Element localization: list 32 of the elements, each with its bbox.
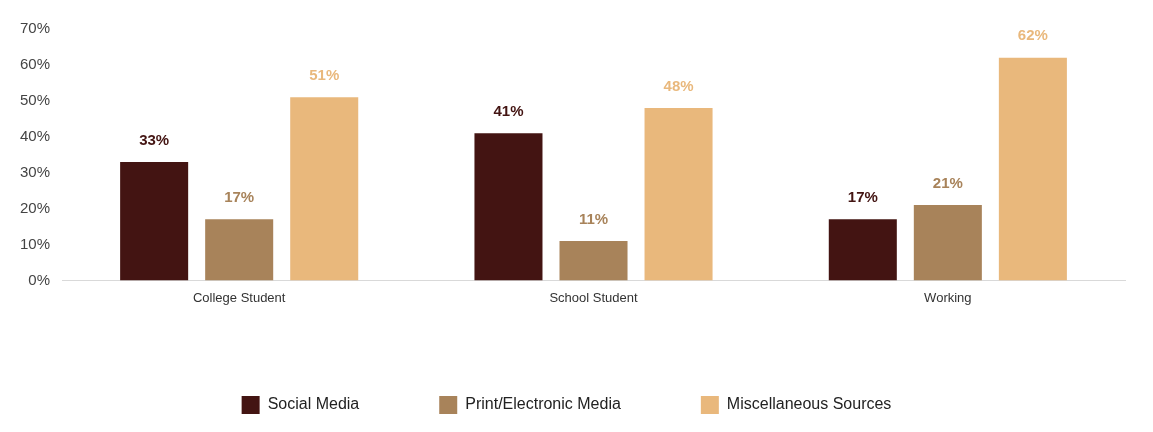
bar [120, 161, 189, 281]
x-tick-label: College Student [192, 289, 286, 305]
y-tick-label: 40% [19, 126, 51, 144]
bar [559, 240, 628, 281]
legend-label: Miscellaneous Sources [726, 395, 892, 413]
data-label: 51% [309, 65, 340, 83]
bar [474, 133, 543, 281]
y-tick-label: 30% [19, 162, 51, 180]
bar [828, 219, 897, 281]
data-label: 62% [1017, 26, 1048, 44]
data-label: 48% [663, 76, 694, 94]
x-tick-label: School Student [549, 289, 638, 305]
bar [913, 204, 982, 281]
y-tick-label: 20% [19, 198, 51, 216]
x-tick-label: Working [924, 289, 972, 305]
y-tick-label: 0% [28, 270, 51, 288]
y-tick-label: 60% [19, 55, 51, 73]
data-label: 11% [578, 209, 609, 227]
data-label: 17% [224, 187, 255, 205]
data-label: 17% [847, 187, 878, 205]
data-label: 21% [932, 173, 963, 191]
legend-label: Social Media [267, 395, 360, 413]
y-tick-label: 70% [19, 19, 51, 37]
bar [998, 57, 1067, 281]
bar [644, 108, 713, 281]
bar [205, 219, 274, 281]
y-tick-label: 50% [19, 90, 51, 108]
y-tick-label: 10% [19, 234, 51, 252]
data-label: 41% [493, 101, 524, 119]
data-label: 33% [139, 130, 170, 148]
bar [290, 97, 359, 281]
legend-label: Print/Electronic Media [465, 395, 621, 413]
